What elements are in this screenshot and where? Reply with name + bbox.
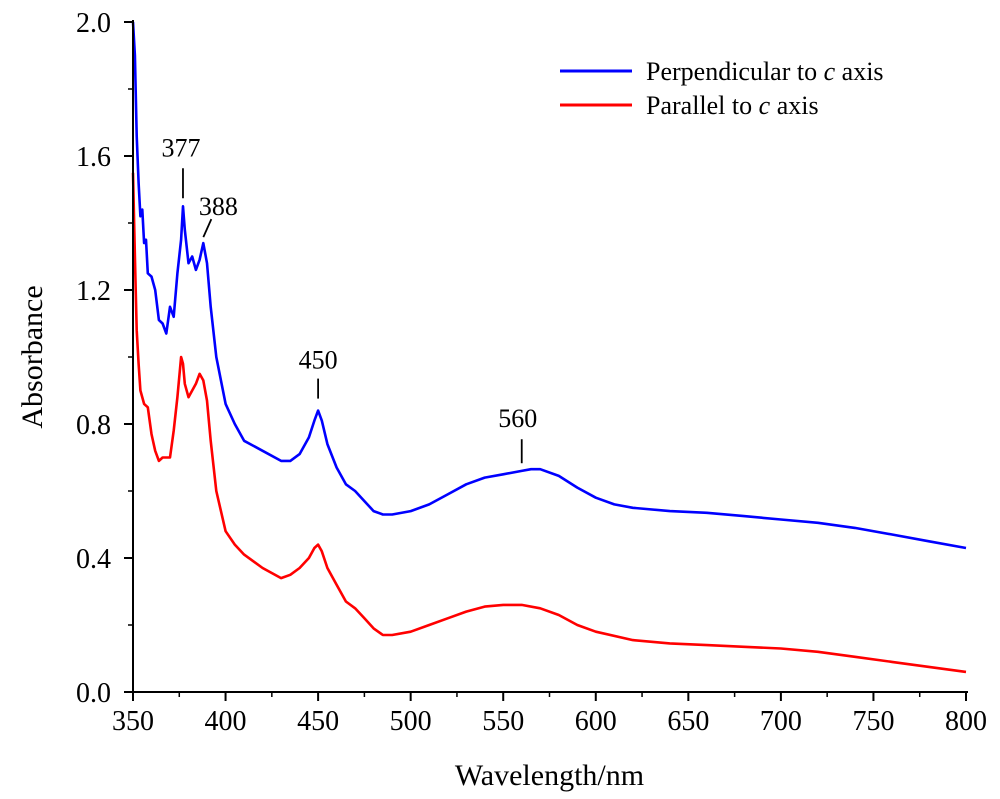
y-tick-label: 1.6: [76, 142, 111, 173]
x-tick-label: 350: [112, 706, 154, 737]
annotations: 377 388 450 560: [161, 133, 537, 464]
y-tick-label: 0.4: [76, 544, 111, 575]
y-tick-label: 0.0: [76, 678, 111, 709]
axes: 350 400 450 500 550 600 650 700 750 800 0.0 0.4 0.8 1…: [76, 8, 987, 737]
x-tick-label: 700: [760, 706, 802, 737]
x-tick-label: 500: [390, 706, 432, 737]
y-axis-label: Absorbance: [16, 285, 49, 428]
series-line-1: [131, 21, 967, 550]
annotation-label: 450: [299, 346, 338, 375]
series-line-2: [131, 172, 967, 674]
plot-lines: [131, 21, 967, 674]
legend-label: Perpendicular to c axis: [646, 57, 884, 86]
x-tick-label: 750: [852, 706, 894, 737]
y-tick-label: 0.8: [76, 410, 111, 441]
legend: Perpendicular to c axis Parallel to c axi…: [560, 57, 884, 120]
x-tick-label: 650: [667, 706, 709, 737]
annotation-label: 377: [161, 133, 200, 162]
x-tick-label: 550: [482, 706, 524, 737]
y-tick-label: 1.2: [76, 276, 111, 307]
annotation-label: 560: [498, 404, 537, 433]
y-tick-label: 2.0: [76, 8, 111, 39]
legend-label: Parallel to c axis: [646, 91, 819, 120]
annotation-label: 388: [199, 192, 238, 221]
annotation-leader: [202, 218, 213, 238]
x-axis-label: Wavelength/nm: [455, 759, 644, 792]
x-tick-label: 600: [575, 706, 617, 737]
x-tick-label: 450: [297, 706, 339, 737]
x-tick-label: 800: [945, 706, 987, 737]
x-tick-label: 400: [205, 706, 247, 737]
